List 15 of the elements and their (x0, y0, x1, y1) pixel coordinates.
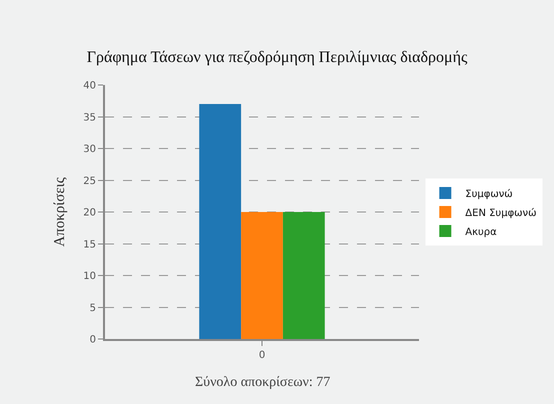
y-tick-label: 20 (83, 208, 96, 218)
y-tick-label: 15 (83, 239, 96, 250)
y-tick-label: 35 (83, 112, 96, 124)
legend-label: ΔΕΝ Συμφωνώ (465, 208, 536, 219)
y-tick-label: 0 (90, 334, 96, 346)
text: Σύνολο αποκρίσεων: 77 (195, 375, 330, 390)
y-tick-label: 30 (83, 144, 96, 155)
y-tick-label: 10 (83, 271, 96, 282)
legend-label: Συμφωνώ (465, 188, 513, 200)
y-tick-label: 25 (83, 176, 96, 187)
legend-label: Ακυρα (465, 226, 498, 238)
y-axis-title: Αποκρίσεις (52, 177, 68, 247)
y-tick-label: 5 (90, 302, 96, 314)
y-tick-label: 40 (83, 80, 96, 92)
chart-title: Γράφημα Τάσεων για πεζοδρόμηση Περιλίμνιας διαδρομής (86, 49, 468, 66)
